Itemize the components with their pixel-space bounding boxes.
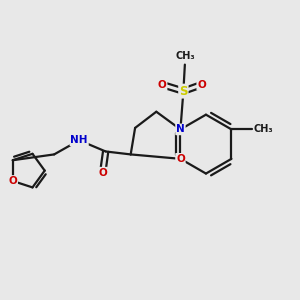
Text: O: O <box>8 176 17 186</box>
Text: O: O <box>158 80 167 90</box>
Text: S: S <box>179 85 188 98</box>
Text: N: N <box>176 124 185 134</box>
Text: O: O <box>98 168 107 178</box>
Text: CH₃: CH₃ <box>254 124 273 134</box>
Text: NH: NH <box>70 135 88 145</box>
Text: O: O <box>197 80 206 90</box>
Text: CH₃: CH₃ <box>175 51 195 61</box>
Text: O: O <box>176 154 185 164</box>
